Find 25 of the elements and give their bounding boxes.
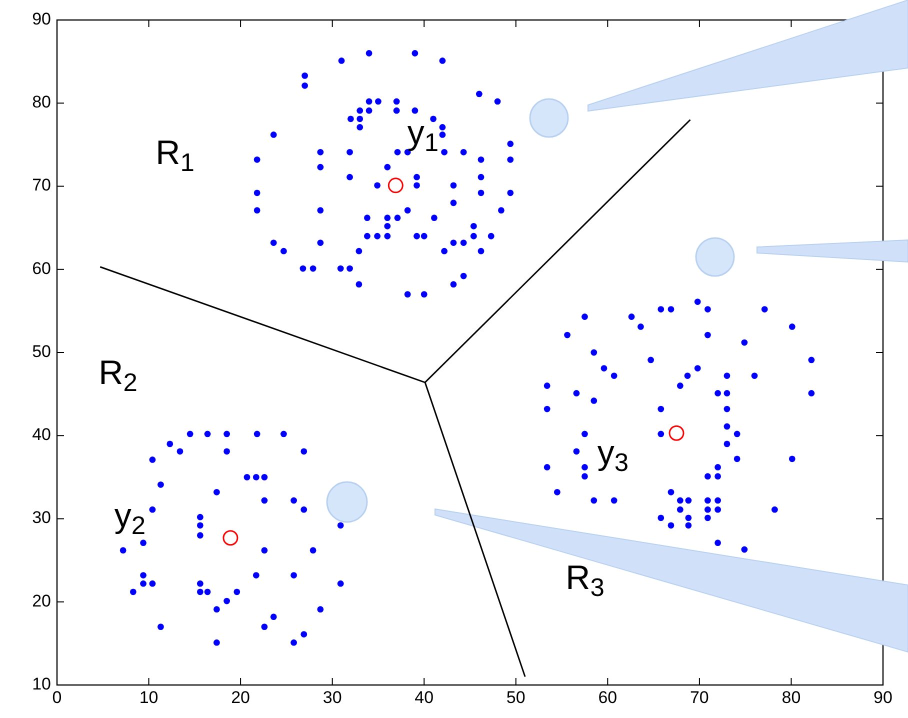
- y-tick-label: 80: [32, 92, 51, 112]
- y-tick-label: 50: [32, 342, 51, 361]
- annotation: y$_{3}$: [597, 434, 629, 477]
- y-tick-label: 70: [32, 176, 51, 195]
- y-tick-label: 20: [32, 591, 51, 610]
- x-tick-label: 60: [598, 688, 618, 707]
- y-tick-label: 40: [32, 425, 51, 444]
- x-tick-label: 70: [690, 688, 709, 707]
- y-tick-label: 60: [32, 258, 51, 278]
- x-tick-label: 80: [782, 688, 801, 707]
- x-tick-label: 10: [139, 688, 158, 707]
- x-tick-label: 90: [874, 688, 892, 707]
- annotation: R$_{2}$: [98, 354, 138, 397]
- annotation: y$_{1}$: [407, 114, 439, 157]
- y-tick-label: 90: [32, 9, 51, 28]
- x-tick-label: 40: [414, 688, 434, 707]
- annotation: R$_{1}$: [156, 134, 194, 177]
- x-tick-label: 50: [506, 688, 526, 707]
- y-tick-label: 30: [32, 508, 51, 528]
- y-tick-label: 10: [32, 674, 51, 694]
- x-tick-label: 20: [231, 688, 250, 707]
- annotation: y$_{2}$: [114, 496, 146, 540]
- x-tick-label: 0: [52, 688, 62, 707]
- annotation: R$_{3}$: [566, 558, 604, 602]
- x-tick-label: 30: [322, 688, 342, 707]
